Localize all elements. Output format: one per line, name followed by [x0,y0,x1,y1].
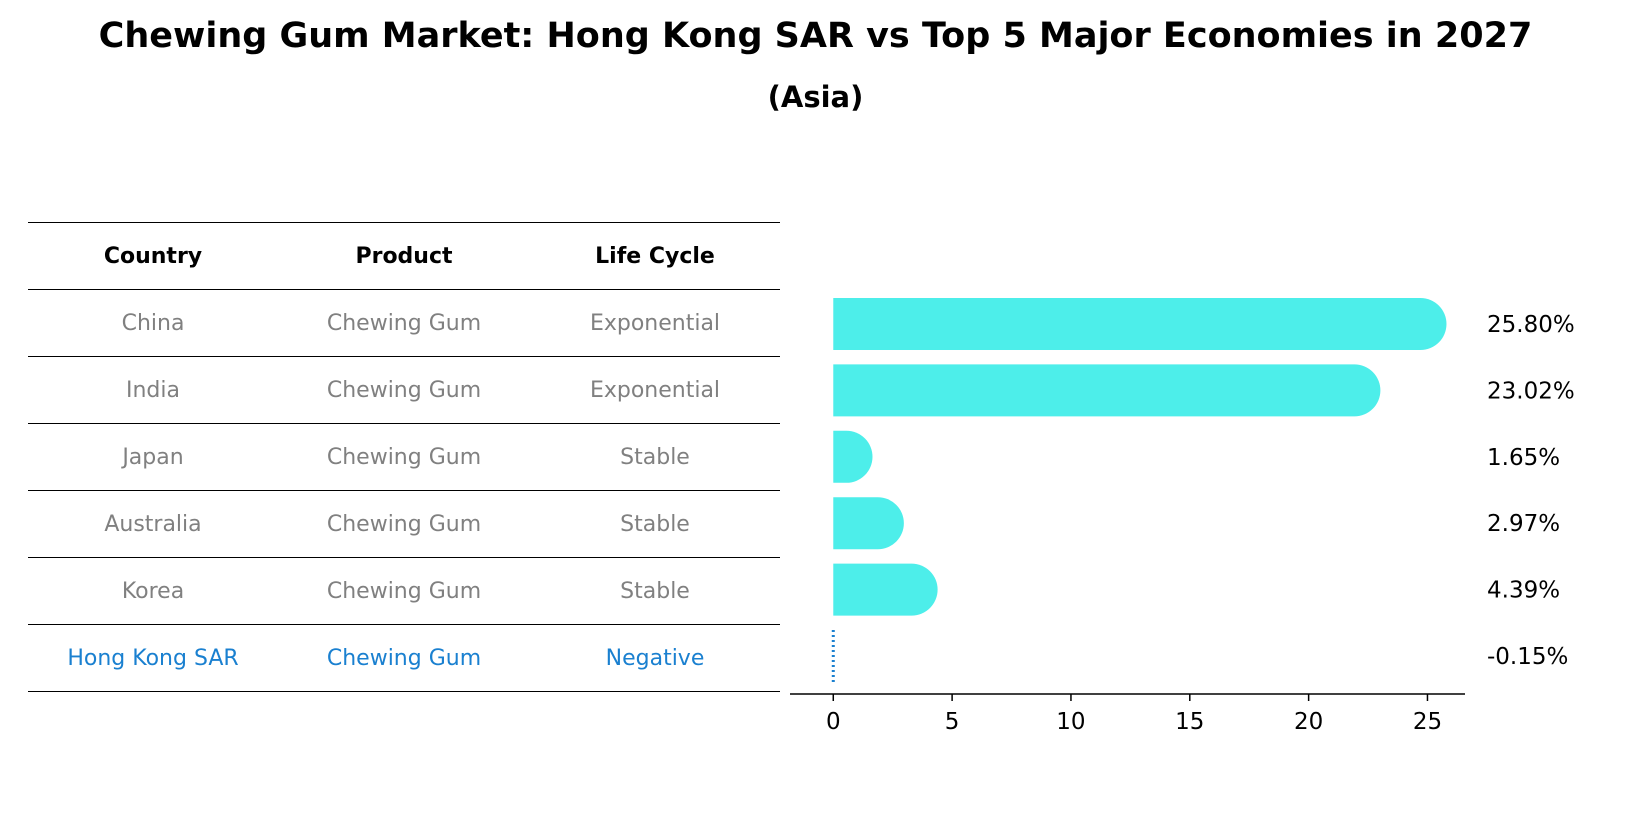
x-tick-label: 10 [1056,709,1085,735]
table-row: Japan Chewing Gum Stable [28,424,780,491]
bar-japan [833,430,873,483]
header-country: Country [103,243,203,269]
x-tick-label: 0 [826,709,841,735]
x-tick-label: 5 [945,709,960,735]
cell-product: Chewing Gum [326,511,482,537]
cell-life-cycle: Stable [620,511,690,537]
bar-chart: 25.80% 23.02% 1.65% 2.97% 4.39% -0.15% 0 5 10 15 2… [790,298,1575,735]
country-table: Country Product Life Cycle China Chewing… [28,222,780,692]
bar-korea [833,563,938,616]
cell-country: Korea [121,578,185,604]
table-row-highlight: Hong Kong SAR Chewing Gum Negative [28,625,780,692]
chart-subtitle: (Asia) [767,80,864,114]
table-header-row: Country Product Life Cycle [28,222,780,290]
bar-australia [833,497,904,550]
cell-product: Chewing Gum [326,578,482,604]
value-label-india: 23.02% [1487,378,1575,404]
cell-country: Australia [104,511,202,537]
value-label-japan: 1.65% [1487,445,1560,471]
chart-title: Chewing Gum Market: Hong Kong SAR vs Top… [98,16,1533,56]
header-product: Product [355,243,453,269]
cell-product: Chewing Gum [326,645,482,671]
cell-product: Chewing Gum [326,310,482,336]
cell-life-cycle: Stable [620,444,690,470]
cell-country: China [121,310,185,336]
header-life-cycle: Life Cycle [595,243,715,269]
value-label-hong-kong-sar: -0.15% [1487,644,1568,670]
x-tick-label: 15 [1175,709,1204,735]
value-label-korea: 4.39% [1487,578,1560,604]
cell-country: Japan [122,444,184,470]
cell-life-cycle: Negative [605,645,705,671]
cell-country: Hong Kong SAR [67,645,239,671]
cell-life-cycle: Exponential [589,377,721,403]
bar-china [833,298,1447,350]
cell-life-cycle: Exponential [589,310,721,336]
table-row: India Chewing Gum Exponential [28,357,780,424]
table-row: Korea Chewing Gum Stable [28,558,780,625]
cell-country: India [126,377,180,403]
cell-product: Chewing Gum [326,444,482,470]
cell-life-cycle: Stable [620,578,690,604]
value-label-australia: 2.97% [1487,511,1560,537]
table-row: China Chewing Gum Exponential [28,290,780,357]
bar-india [833,364,1381,417]
x-tick-label: 20 [1294,709,1323,735]
cell-product: Chewing Gum [326,377,482,403]
table-row: Australia Chewing Gum Stable [28,491,780,558]
value-label-china: 25.80% [1487,312,1575,338]
x-tick-label: 25 [1413,709,1442,735]
